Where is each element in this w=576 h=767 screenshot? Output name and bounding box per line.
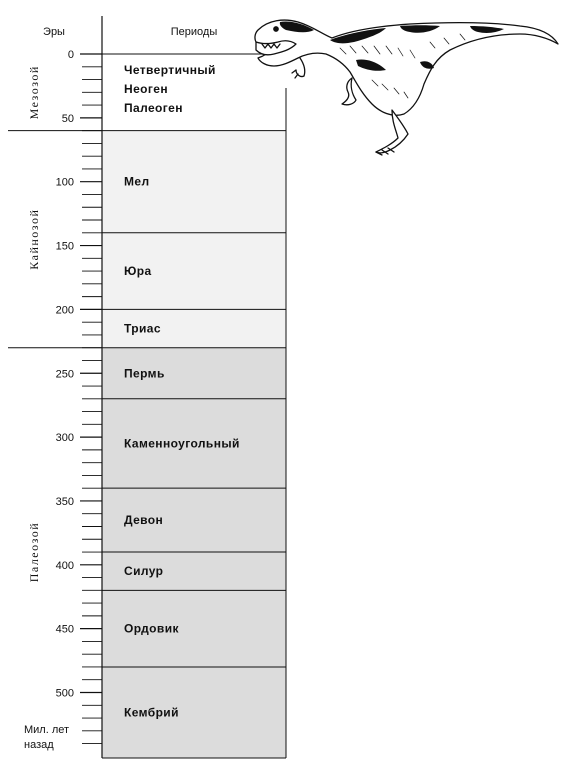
- period-label: Палеоген: [124, 101, 183, 115]
- period-label: Ордовик: [124, 622, 179, 636]
- period-label: Кембрий: [124, 705, 179, 719]
- period-box: [102, 666, 286, 758]
- era-label: Мезозой: [27, 65, 41, 119]
- unit-label-line1: Мил. лет: [24, 724, 69, 736]
- period-label: Юра: [124, 264, 152, 278]
- period-label: Каменноугольный: [124, 436, 240, 450]
- eras-header: Эры: [43, 26, 65, 38]
- tick-label: 400: [56, 560, 74, 572]
- tick-label: 350: [56, 496, 74, 508]
- era-label: Палеозой: [27, 522, 41, 583]
- period-fills: [102, 54, 286, 758]
- period-box: [102, 54, 286, 131]
- tick-label: 500: [56, 688, 74, 700]
- period-label: Неоген: [124, 82, 168, 96]
- tick-label: 150: [56, 241, 74, 253]
- period-label: Триас: [124, 322, 161, 336]
- period-box: [102, 590, 286, 667]
- period-box: [102, 347, 286, 399]
- tick-label: 450: [56, 624, 74, 636]
- era-label: Кайнозой: [27, 209, 41, 270]
- tick-label: 300: [56, 432, 74, 444]
- tick-label: 200: [56, 304, 74, 316]
- tick-label: 250: [56, 368, 74, 380]
- tick-label: 100: [56, 177, 74, 189]
- period-label: Мел: [124, 175, 150, 189]
- period-box: [102, 232, 286, 310]
- tick-label: 0: [68, 49, 74, 61]
- period-label: Пермь: [124, 366, 165, 380]
- period-box: [102, 130, 286, 233]
- chart-text: Эры Периоды Четвертичный Неоген Палеоген Мел Ю…: [24, 26, 240, 751]
- period-box: [102, 309, 286, 348]
- axis-ticks: [80, 53, 102, 745]
- unit-label-line2: назад: [24, 739, 54, 751]
- periods-header: Периоды: [171, 26, 218, 38]
- period-label: Силур: [124, 564, 163, 578]
- tick-label: 50: [62, 113, 74, 125]
- period-box: [102, 488, 286, 553]
- period-box: [102, 552, 286, 591]
- period-label: Четвертичный: [124, 63, 216, 77]
- period-label: Девон: [124, 513, 163, 527]
- period-box: [102, 398, 286, 489]
- tyrannosaurus-illustration: [254, 19, 559, 156]
